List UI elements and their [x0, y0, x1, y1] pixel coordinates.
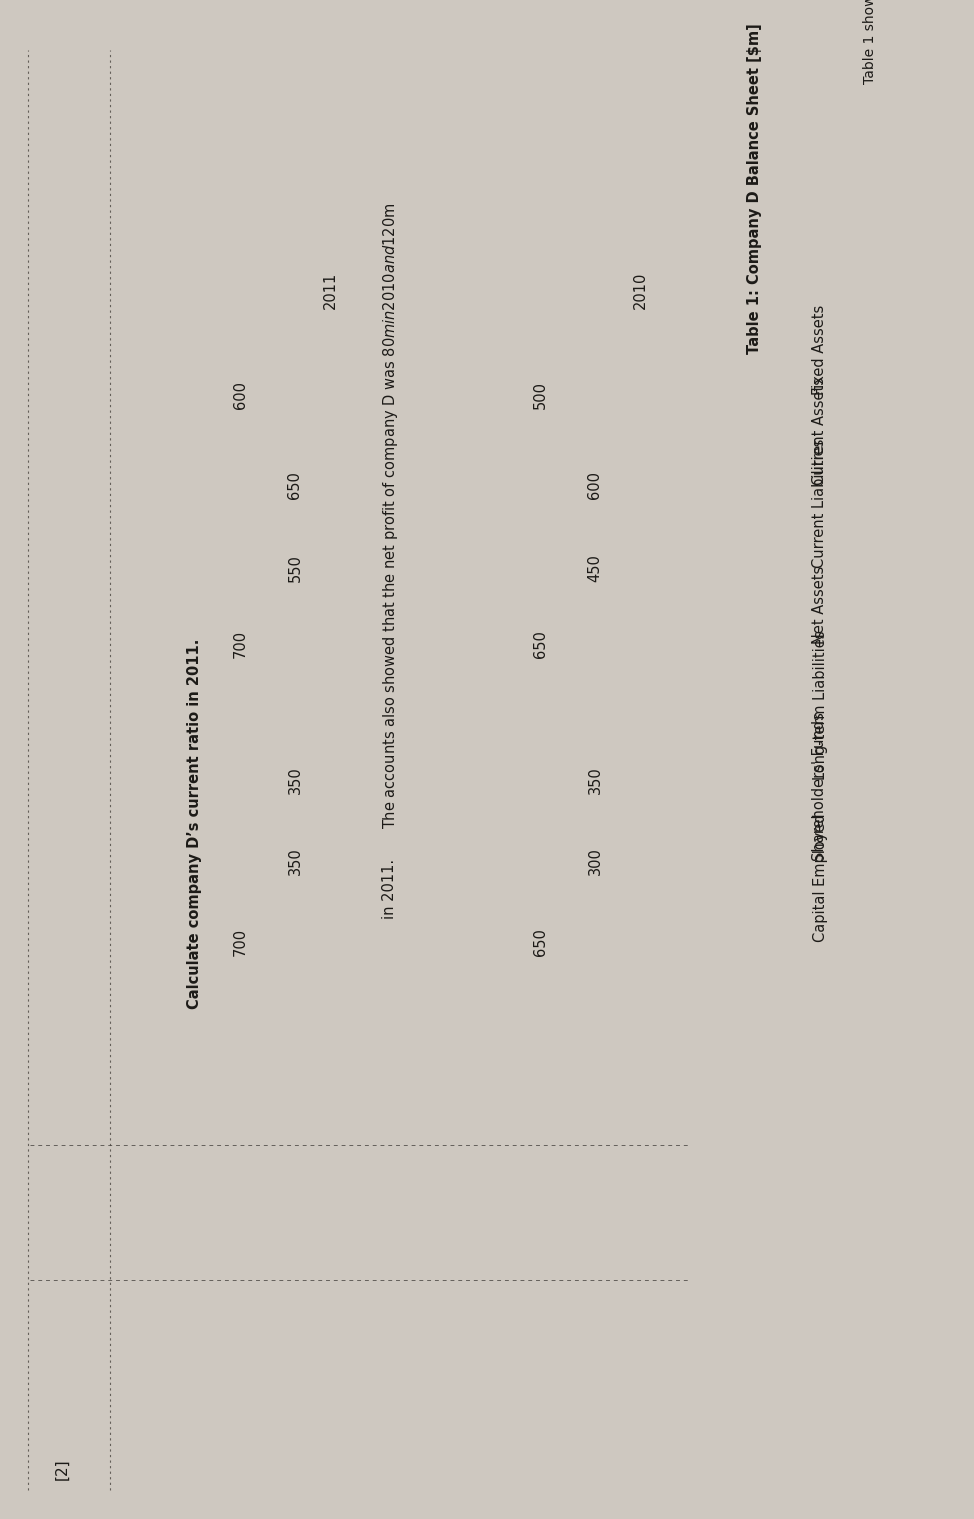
Text: Fixed Assets: Fixed Assets [812, 305, 828, 395]
Text: 300: 300 [587, 848, 603, 875]
Text: Table 1: Company D Balance Sheet [$m]: Table 1: Company D Balance Sheet [$m] [747, 24, 763, 354]
Text: 350: 350 [587, 766, 603, 794]
Text: 600: 600 [233, 381, 247, 409]
Text: [2]: [2] [55, 1458, 69, 1480]
Text: 2011: 2011 [322, 272, 338, 308]
Text: 350: 350 [287, 766, 303, 794]
Text: Net Assets: Net Assets [812, 565, 828, 644]
Text: 700: 700 [233, 928, 247, 955]
Text: Shareholders' Funds: Shareholders' Funds [812, 712, 828, 861]
Text: Current Assets: Current Assets [812, 377, 828, 485]
Text: in 2011.: in 2011. [383, 858, 397, 919]
Text: 700: 700 [233, 630, 247, 658]
Text: 2010: 2010 [632, 272, 648, 308]
Text: 450: 450 [587, 554, 603, 582]
Text: 650: 650 [533, 630, 547, 658]
Text: 350: 350 [287, 848, 303, 875]
Text: 550: 550 [287, 554, 303, 582]
Text: 650: 650 [287, 471, 303, 498]
Text: The accounts also showed that the net profit of company D was $80m in 2010 and $: The accounts also showed that the net pr… [381, 202, 399, 829]
Text: 650: 650 [533, 928, 547, 955]
Text: 600: 600 [587, 471, 603, 500]
Text: 500: 500 [533, 381, 547, 409]
Text: Calculate company D’s current ratio in 2011.: Calculate company D’s current ratio in 2… [188, 638, 203, 1009]
Text: Long-term Liabilities: Long-term Liabilities [812, 630, 828, 779]
Text: Table 1 shows the Balance Sheet for company D at the end of 2010 and 2011.: Table 1 shows the Balance Sheet for comp… [863, 0, 877, 84]
Text: Current Liabilities: Current Liabilities [812, 439, 828, 568]
Text: Capital Employed: Capital Employed [812, 813, 828, 942]
